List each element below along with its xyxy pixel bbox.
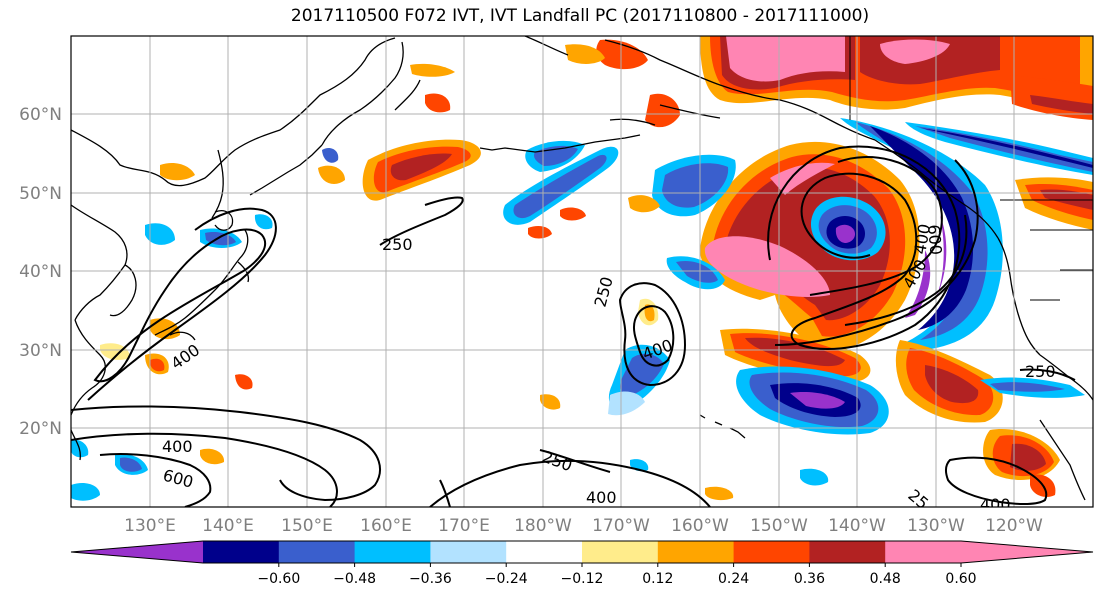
colorbar-segments (70, 540, 1094, 564)
contour-label: 250 (1025, 362, 1056, 381)
colorbar-segment (582, 541, 659, 563)
coastlines (71, 36, 1093, 501)
map-title: 2017110500 F072 IVT, IVT Landfall PC (20… (290, 6, 870, 26)
colorbar-tick-label: −0.60 (257, 571, 300, 587)
colorbar-tick-label: 0.60 (945, 571, 976, 587)
colorbar-segment (430, 541, 507, 563)
contour-label: 250 (382, 235, 413, 254)
colorbar-tick-label: 0.12 (642, 571, 673, 587)
colorbar-tick-label: 0.48 (870, 571, 901, 587)
shaded-ivt-field (71, 36, 1093, 501)
lon-label: 130°W (907, 516, 965, 536)
colorbar-segment (278, 541, 356, 563)
colorbar-tick-label: −0.24 (485, 571, 528, 587)
colorbar-segment (506, 541, 583, 563)
colorbar-tick-label: −0.12 (561, 571, 604, 587)
lon-label: 170°W (592, 516, 650, 536)
lon-label: 130°E (124, 516, 176, 536)
colorbar-tick-label: 0.36 (794, 571, 825, 587)
colorbar-tick-label: 0.24 (718, 571, 749, 587)
lon-label: 150°E (281, 516, 333, 536)
colorbar-tick-label: −0.36 (409, 571, 452, 587)
colorbar-segment (657, 541, 735, 563)
colorbar: −0.60 −0.48 −0.36 −0.24 −0.12 0.12 0.24 0.36 0.4… (70, 540, 1094, 587)
lat-label: 20°N (19, 419, 62, 439)
lat-label: 40°N (19, 262, 62, 282)
lon-label: 140°E (202, 516, 254, 536)
colorbar-segment (733, 541, 810, 563)
lon-label: 170°E (438, 516, 490, 536)
colorbar-segment (885, 541, 962, 563)
lon-label: 150°W (750, 516, 808, 536)
ivt-contours (71, 145, 1076, 507)
contour-label: 400 (162, 437, 193, 456)
lat-label: 60°N (19, 105, 62, 125)
lon-label: 160°E (360, 516, 412, 536)
lat-label: 50°N (19, 184, 62, 204)
lon-label: 180°W (514, 516, 572, 536)
map-frame (70, 35, 1094, 508)
longitude-labels: 130°E 140°E 150°E 160°E 170°E 180°W 170°… (124, 516, 1043, 536)
colorbar-segment (203, 541, 280, 563)
lon-label: 140°W (828, 516, 886, 536)
latitude-labels: 60°N 50°N 40°N 30°N 20°N (19, 105, 62, 439)
political-borders (849, 36, 1093, 301)
colorbar-ticks: −0.60 −0.48 −0.36 −0.24 −0.12 0.12 0.24 0.36 0.4… (257, 563, 977, 587)
contour-label: 400 (586, 488, 617, 507)
lon-label: 120°W (985, 516, 1043, 536)
colorbar-segment (354, 541, 431, 563)
contour-label: 600 (924, 224, 946, 256)
colorbar-extend-max (961, 541, 1093, 563)
lat-label: 30°N (19, 341, 62, 361)
colorbar-segment (809, 541, 886, 563)
colorbar-extend-min (71, 541, 203, 563)
colorbar-tick-label: −0.48 (333, 571, 376, 587)
colorbar-outline (70, 540, 1094, 564)
contour-label: 400 (980, 495, 1011, 514)
lon-label: 160°W (671, 516, 729, 536)
graticule (71, 36, 1093, 507)
